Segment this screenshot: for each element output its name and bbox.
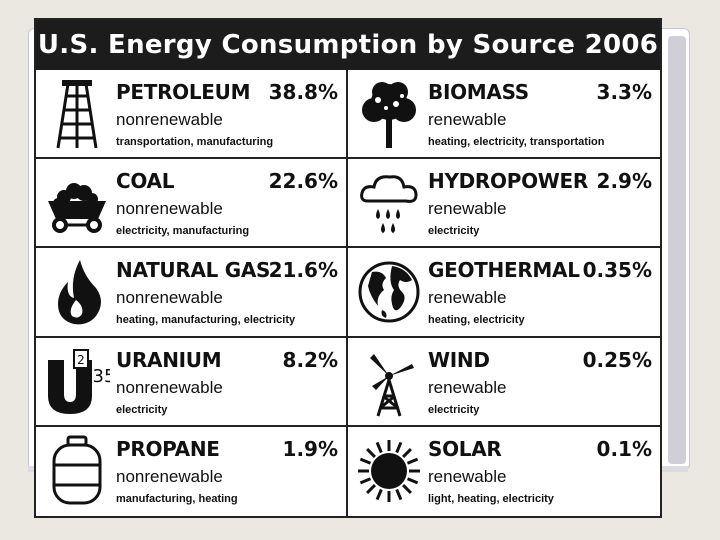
- source-uses: manufacturing, heating: [116, 492, 238, 505]
- source-uses: electricity: [428, 403, 480, 416]
- source-percent: 2.9%: [596, 169, 652, 194]
- source-percent: 0.35%: [582, 258, 652, 283]
- source-cell-uranium: 2 35 URANIUM 8.2% nonrenewable electricity: [36, 337, 348, 427]
- source-name: WIND: [428, 347, 490, 372]
- source-type: renewable: [428, 466, 507, 486]
- source-percent: 0.1%: [596, 436, 652, 461]
- source-name: COAL: [116, 169, 175, 194]
- globe-icon: [356, 256, 422, 328]
- source-cell-coal: COAL 22.6% nonrenewable electricity, manufa…: [36, 159, 348, 249]
- source-percent: 0.25%: [582, 347, 652, 372]
- source-cell-solar: SOLAR 0.1% renewable light, heating, electr…: [348, 427, 660, 516]
- source-type: nonrenewable: [116, 288, 223, 308]
- propane-tank-icon: [44, 435, 110, 507]
- source-name: HYDROPOWER: [428, 169, 589, 194]
- source-name: BIOMASS: [428, 80, 529, 104]
- source-uses: electricity: [428, 225, 480, 238]
- flame-icon: [44, 256, 110, 328]
- source-name: PETROLEUM: [116, 80, 251, 104]
- source-cell-biomass: BIOMASS 3.3% renewable heating, electricity…: [348, 70, 660, 160]
- oil-derrick-icon: [44, 78, 110, 150]
- uranium-mass-number: 35: [93, 366, 110, 387]
- source-cell-natural-gas: NATURAL GAS 21.6% nonrenewable heating, man…: [36, 248, 348, 338]
- source-percent: 1.9%: [282, 436, 338, 461]
- source-percent: 21.6%: [268, 258, 338, 283]
- source-type: nonrenewable: [116, 377, 223, 397]
- sun-icon: [356, 435, 422, 507]
- source-type: renewable: [428, 110, 507, 129]
- source-name: PROPANE: [116, 436, 220, 461]
- source-type: renewable: [428, 288, 507, 308]
- coal-cart-icon: [44, 167, 110, 239]
- source-uses: heating, electricity, transportation: [428, 136, 605, 148]
- source-name: URANIUM: [116, 347, 222, 372]
- source-type: renewable: [428, 377, 507, 397]
- source-uses: heating, electricity: [428, 314, 525, 327]
- source-type: nonrenewable: [116, 199, 223, 219]
- source-percent: 8.2%: [282, 347, 338, 372]
- source-type: renewable: [428, 199, 507, 219]
- uranium-superscript: 2: [77, 353, 85, 367]
- source-cell-hydropower: HYDROPOWER 2.9% renewable electricity: [348, 159, 660, 249]
- source-cell-propane: PROPANE 1.9% nonrenewable manufacturing, he…: [36, 426, 348, 516]
- source-cell-wind: WIND 0.25% renewable electricity: [348, 338, 660, 427]
- rain-cloud-icon: [356, 167, 422, 239]
- source-percent: 22.6%: [268, 169, 338, 194]
- energy-source-grid: PETROLEUM 38.8% nonrenewable transportation…: [36, 70, 660, 516]
- source-uses: electricity, manufacturing: [116, 225, 250, 238]
- source-percent: 38.8%: [268, 80, 338, 104]
- uranium-235-icon: 2 35: [44, 346, 110, 418]
- tree-icon: [356, 78, 422, 150]
- source-cell-geothermal: GEOTHERMAL 0.35% renewable heating, electri…: [348, 248, 660, 338]
- energy-chart: U.S. Energy Consumption by Source 2006 P…: [34, 18, 662, 518]
- source-type: nonrenewable: [116, 466, 223, 486]
- source-uses: transportation, manufacturing: [116, 136, 274, 148]
- source-cell-petroleum: PETROLEUM 38.8% nonrenewable transportation…: [36, 70, 348, 160]
- source-percent: 3.3%: [596, 80, 652, 104]
- chart-title: U.S. Energy Consumption by Source 2006: [36, 20, 660, 70]
- source-uses: electricity: [116, 403, 168, 416]
- wind-turbine-icon: [356, 346, 422, 418]
- slide-accent-bar: [668, 36, 686, 464]
- source-uses: light, heating, electricity: [428, 492, 554, 505]
- source-name: SOLAR: [428, 436, 502, 461]
- source-name: GEOTHERMAL: [428, 258, 580, 283]
- source-name: NATURAL GAS: [116, 258, 271, 283]
- source-uses: heating, manufacturing, electricity: [116, 314, 296, 327]
- source-type: nonrenewable: [116, 110, 223, 129]
